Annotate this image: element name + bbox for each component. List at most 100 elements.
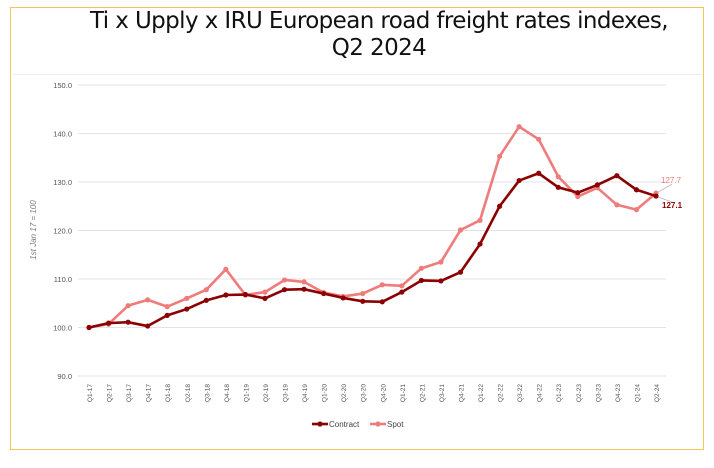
data-point [438, 278, 444, 284]
data-point [164, 304, 170, 310]
data-point [418, 265, 424, 271]
data-point [516, 124, 522, 130]
x-tick-label: Q4-21 [458, 384, 465, 402]
data-point [614, 202, 620, 208]
data-point [457, 227, 464, 233]
data-point [457, 269, 464, 275]
legend-item-contract: Contract [312, 420, 360, 429]
y-tick-label: 130.0 [53, 178, 72, 187]
y-tick-label: 100.0 [53, 324, 72, 333]
series-contract [86, 170, 659, 331]
data-point [575, 193, 581, 200]
chart-frame [10, 7, 704, 450]
x-tick-label: Q4-18 [224, 384, 231, 402]
data-point [184, 295, 190, 301]
data-point [555, 184, 561, 190]
data-point [536, 136, 542, 142]
data-point [242, 291, 249, 298]
x-tick-label: Q4-19 [302, 384, 309, 402]
contract-end-label: 127.1 [662, 201, 683, 210]
data-point [164, 312, 170, 318]
data-point [145, 323, 151, 329]
x-tick-label: Q3-19 [283, 384, 290, 402]
title-divider [12, 74, 702, 75]
data-point [360, 298, 366, 304]
legend-item-spot: Spot [370, 420, 404, 429]
data-point [125, 303, 131, 309]
x-tick-label: Q1-22 [478, 384, 485, 402]
data-point [281, 277, 288, 283]
x-tick-label: Q2-19 [263, 384, 270, 402]
series-line [88, 171, 657, 329]
data-point [477, 241, 483, 247]
data-point [203, 297, 209, 303]
x-tick-label: Q3-18 [204, 384, 211, 402]
data-point [399, 283, 405, 289]
title-line-1: Ti x Upply x IRU European road freight r… [89, 8, 669, 34]
x-tick-label: Q3-20 [361, 384, 368, 402]
y-axis-label: 1st Jan 17 = 100 [29, 200, 38, 260]
legend-label: Spot [387, 420, 404, 429]
data-point [536, 170, 542, 176]
x-tick-label: Q1-21 [400, 384, 407, 402]
x-tick-label: Q1-24 [634, 384, 641, 402]
data-point [379, 282, 385, 288]
data-point [262, 289, 268, 295]
data-point [496, 203, 503, 209]
data-point [223, 292, 229, 298]
x-tick-label: Q1-18 [165, 384, 172, 402]
data-point [145, 297, 151, 303]
x-tick-label: Q1-17 [87, 384, 94, 402]
spot-end-label: 127.7 [661, 176, 682, 185]
x-tick-label: Q2-23 [576, 384, 583, 402]
data-point [203, 287, 209, 293]
data-point [223, 266, 229, 272]
data-point [105, 320, 112, 326]
data-point [496, 153, 503, 159]
x-tick-label: Q2-20 [341, 384, 348, 402]
data-point [399, 289, 405, 295]
x-tick-label: Q2-24 [654, 384, 661, 402]
x-tick-label: Q2-21 [419, 384, 426, 402]
data-point [555, 174, 561, 180]
leader-line [657, 183, 673, 193]
data-point [516, 177, 522, 184]
x-tick-label: Q3-23 [595, 384, 602, 402]
x-tick-label: Q3-22 [517, 384, 524, 402]
data-point [301, 286, 307, 292]
leader-line [657, 196, 673, 203]
x-tick-label: Q3-17 [126, 384, 133, 402]
y-tick-label: 110.0 [54, 275, 72, 284]
data-point [653, 193, 659, 199]
x-tick-label: Q4-23 [615, 384, 622, 402]
x-tick-label: Q2-17 [107, 384, 114, 402]
x-tick-label: Q1-23 [556, 384, 563, 402]
x-tick-label: Q2-18 [185, 384, 192, 402]
data-point [438, 259, 444, 265]
series-line [88, 125, 657, 329]
data-point [633, 207, 640, 213]
x-tick-label: Q4-17 [146, 384, 153, 402]
x-tick-label: Q4-22 [537, 384, 544, 402]
x-tick-label: Q4-20 [380, 384, 387, 402]
x-tick-label: Q3-21 [439, 384, 446, 402]
data-point [125, 319, 131, 325]
legend-marker [375, 421, 381, 427]
data-point [86, 324, 92, 331]
data-point [477, 217, 483, 223]
x-tick-label: Q1-20 [322, 384, 329, 402]
data-point [281, 287, 288, 293]
data-point [614, 173, 620, 179]
data-point [633, 187, 640, 193]
data-point [301, 279, 307, 285]
data-point [379, 299, 385, 305]
data-point [360, 290, 366, 297]
x-tick-label: Q2-22 [498, 384, 505, 402]
data-point [321, 290, 327, 297]
y-tick-label: 140.0 [53, 130, 72, 139]
data-point [418, 277, 424, 284]
x-tick-label: Q1-19 [243, 384, 250, 402]
y-tick-label: 90.0 [57, 372, 72, 381]
series-spot [86, 124, 659, 331]
